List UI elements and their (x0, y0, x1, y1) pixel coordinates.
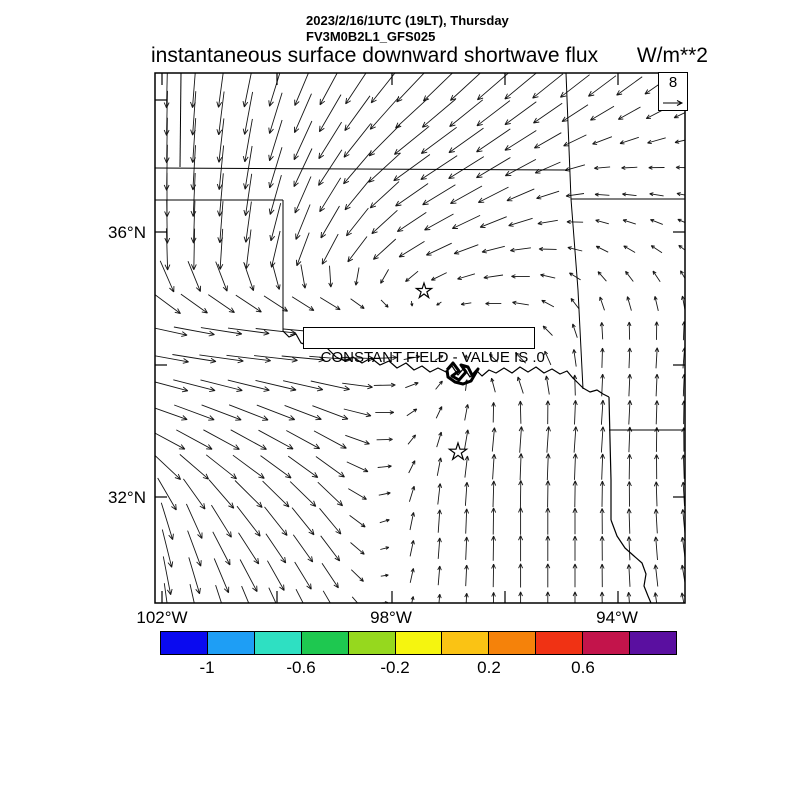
border-kansas-oklahoma (154, 167, 568, 171)
border-missouri-west (565, 72, 572, 200)
colorbar-tick-label: -0.6 (286, 658, 316, 677)
lat-tick-label: 32°N (108, 488, 146, 507)
reference-vector-value: 8 (668, 74, 678, 91)
lon-tick-label: 102°W (136, 608, 188, 627)
lat-tick-label: 36°N (108, 223, 146, 242)
colorbar-segment (300, 631, 349, 655)
sabine-river-border (610, 519, 652, 604)
colorbar-segment (488, 631, 537, 655)
star-marker-north-star-icon (414, 281, 434, 300)
colorbar-tick-label: -1 (199, 658, 215, 677)
red-river-border (282, 330, 610, 398)
lon-tick-label: 98°W (370, 608, 412, 627)
wind-vector-field (155, 73, 685, 603)
colorbar-segment (582, 631, 631, 655)
colorbar-segment (253, 631, 302, 655)
axis-ticks (155, 73, 685, 603)
colorbar-segment (394, 631, 443, 655)
constant-field-label: CONSTANT FIELD - VALUE IS .0 (320, 349, 545, 366)
colorbar-segment (629, 631, 677, 655)
colorbar-segment (535, 631, 584, 655)
lake-texoma-shoreline (445, 361, 480, 386)
run-timestamp: 2023/2/16/1UTC (19LT), Thursday (306, 13, 509, 28)
colorbar-segment (206, 631, 255, 655)
colorbar-tick-label: 0.6 (571, 658, 595, 677)
border-oklahoma-arkansas (570, 198, 584, 390)
reference-vector-box: 8 (658, 72, 688, 111)
plot-units-label: W/m**2 (636, 44, 708, 67)
colorbar-segment (347, 631, 396, 655)
lon-tick-label: 94°W (596, 608, 638, 627)
colorbar-segment (160, 631, 208, 655)
plot-frame (154, 72, 686, 604)
model-name: FV3M0B2L1_GFS025 (306, 29, 436, 44)
colorbar-segment (441, 631, 490, 655)
plot-title: instantaneous surface downward shortwave… (151, 44, 599, 67)
constant-field-box: CONSTANT FIELD - VALUE IS .0 (303, 327, 545, 366)
map-borders (154, 72, 685, 604)
colorbar-tick-label: 0.2 (477, 658, 501, 677)
reference-arrow-icon (663, 100, 684, 106)
border-texas-east (608, 396, 612, 520)
colorbar-tick-label: -0.2 (380, 658, 410, 677)
star-marker-south-star-icon (447, 441, 469, 461)
state-border-northwest (179, 72, 182, 168)
colorbar (160, 631, 677, 655)
